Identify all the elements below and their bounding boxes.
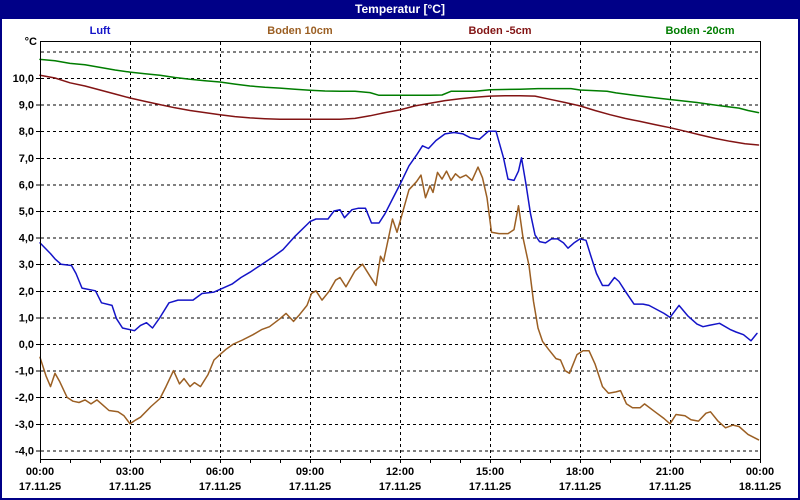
y-tick-label-8: 8,0 [19, 126, 34, 138]
y-tick-label--2: -2,0 [15, 392, 34, 404]
x-tick-date-label-18: 17.11.25 [559, 481, 601, 493]
chart-legend: Luft Boden 10cm Boden -5cm Boden -20cm [0, 22, 800, 40]
x-tick-time-label-15: 15:00 [476, 466, 504, 478]
series-layer [39, 58, 760, 441]
x-tick-date-label-15: 17.11.25 [469, 481, 511, 493]
series-line-luft [39, 130, 758, 342]
legend-item-boden-10cm: Boden 10cm [267, 25, 333, 37]
y-tick-label-3: 3,0 [19, 259, 34, 271]
x-tick-date-label-9: 17.11.25 [289, 481, 331, 493]
y-tick-label-5: 5,0 [19, 206, 34, 218]
x-tick-date-label-21: 17.11.25 [649, 481, 691, 493]
x-tick-time-label-21: 21:00 [656, 466, 684, 478]
y-axis-unit-label: °C [24, 36, 37, 48]
y-tick-label-7: 7,0 [19, 153, 34, 165]
x-tick-time-label-6: 06:00 [206, 466, 234, 478]
x-tick-date-label-3: 17.11.25 [109, 481, 151, 493]
axis-layer: -4,0 -3,0 -2,0 -1,0 0,0 1,0 2,0 3,0 4,0 5,0 6,0 7,0… [13, 41, 781, 493]
series-line-boden-20cm [39, 58, 760, 114]
y-tick-label--3: -3,0 [15, 419, 34, 431]
y-tick-label-4: 4,0 [19, 233, 34, 245]
x-tick-time-label-3: 03:00 [116, 466, 144, 478]
x-tick-time-label-12: 12:00 [386, 466, 414, 478]
series-line-boden-10cm [39, 166, 760, 441]
x-tick-date-label-24: 18.11.25 [739, 481, 781, 493]
grid-layer [41, 42, 759, 458]
y-tick-label--4: -4,0 [15, 445, 34, 457]
x-tick-date-label-0: 17.11.25 [19, 481, 61, 493]
y-tick-label--1: -1,0 [15, 366, 34, 378]
x-tick-date-label-6: 17.11.25 [199, 481, 241, 493]
legend-item-luft: Luft [89, 25, 111, 37]
window-title: Temperatur [°C] [355, 2, 445, 16]
y-tick-label-6: 6,0 [19, 179, 34, 191]
x-tick-time-label-18: 18:00 [566, 466, 594, 478]
x-tick-time-label-9: 09:00 [296, 466, 324, 478]
y-tick-label-0: 0,0 [19, 339, 34, 351]
x-tick-time-label-0: 00:00 [26, 466, 54, 478]
x-tick-time-label-24: 00:00 [746, 466, 774, 478]
window-title-bar: Temperatur [°C] [0, 0, 800, 19]
y-tick-label-9: 9,0 [19, 100, 34, 112]
series-line-boden-5cm [39, 74, 760, 146]
legend-item-boden-20cm: Boden -20cm [665, 25, 735, 37]
y-tick-label-1: 1,0 [19, 312, 34, 324]
legend-item-boden-5cm: Boden -5cm [468, 25, 532, 37]
y-tick-label-2: 2,0 [19, 286, 34, 298]
y-tick-label-10: 10,0 [13, 73, 34, 85]
x-tick-date-label-12: 17.11.25 [379, 481, 421, 493]
